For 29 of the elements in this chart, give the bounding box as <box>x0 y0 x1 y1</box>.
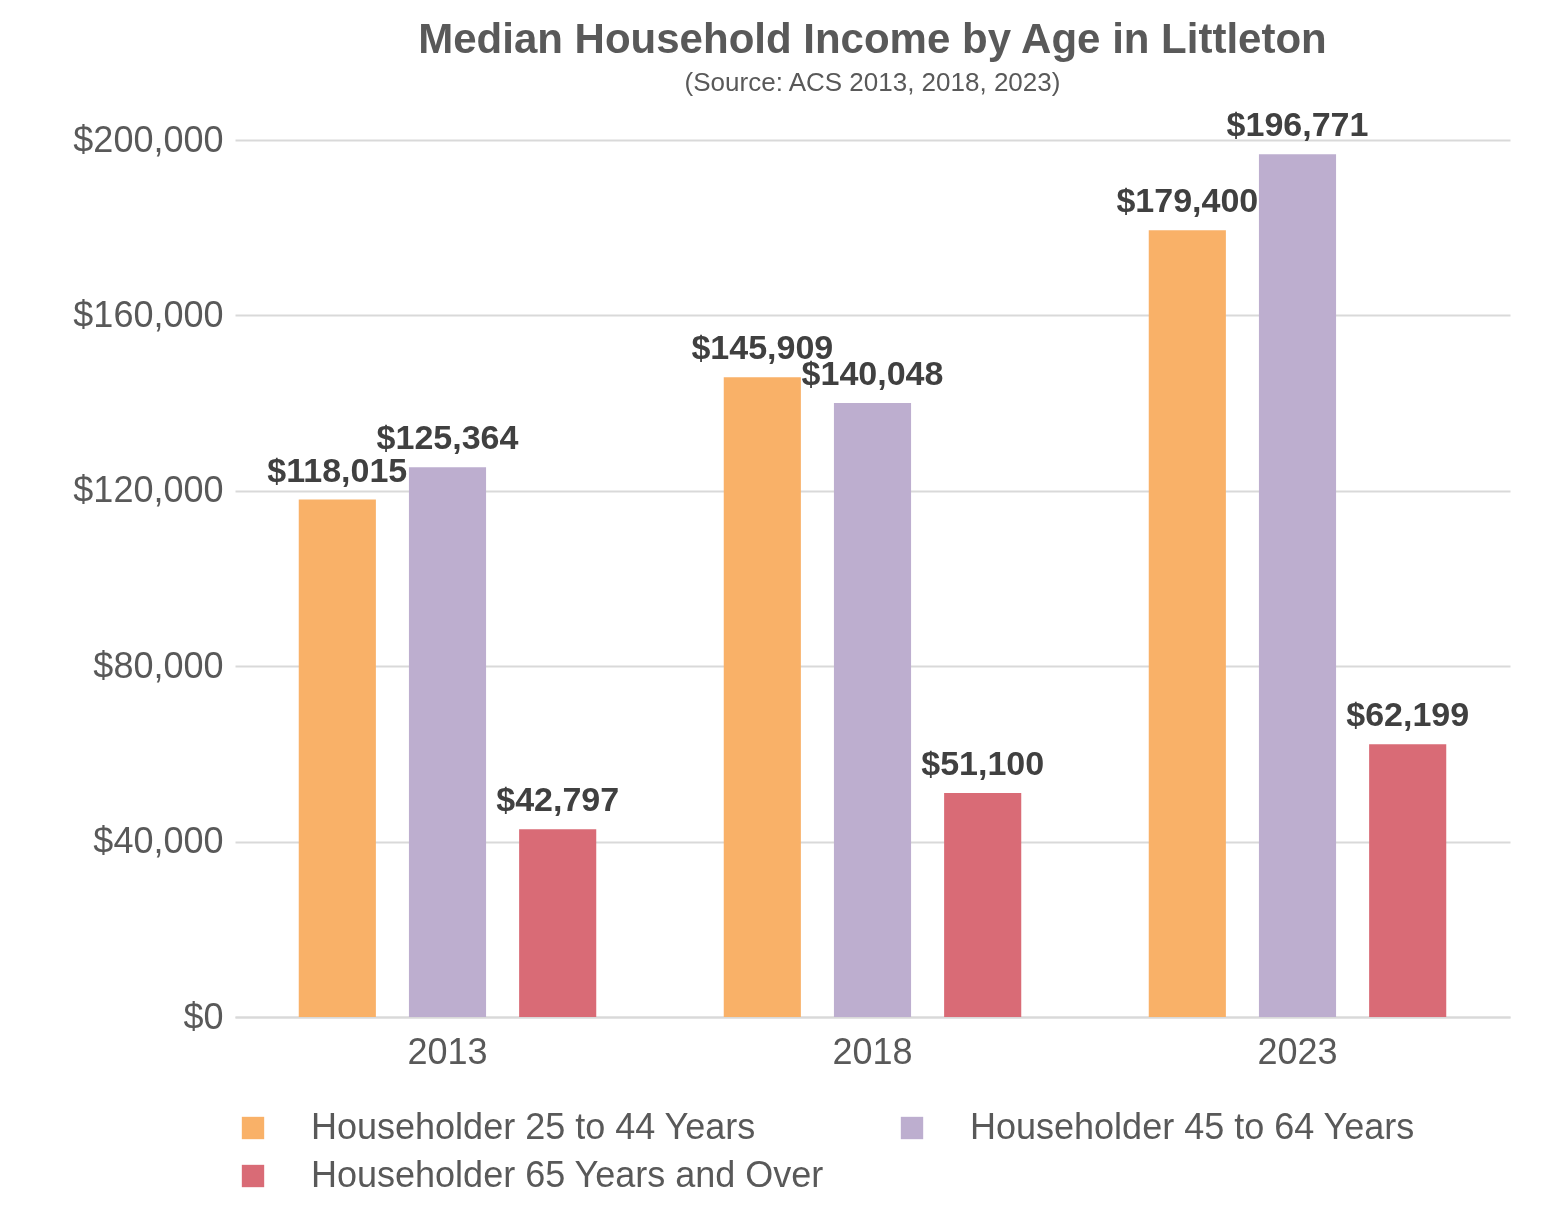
data-label: $51,100 <box>921 743 1045 782</box>
y-tick-label: $0 <box>183 995 224 1037</box>
legend-label: Householder 45 to 64 Years <box>970 1106 1415 1147</box>
bar <box>833 402 912 1017</box>
bar <box>519 829 597 1017</box>
data-label: $179,400 <box>1116 181 1259 220</box>
chart-subtitle: (Source: ACS 2013, 2018, 2023) <box>684 67 1061 98</box>
y-tick-label: $80,000 <box>93 644 224 686</box>
chart-title: Median Household Income by Age in Littleton <box>418 15 1327 63</box>
bar <box>1369 744 1447 1017</box>
y-tick-label: $200,000 <box>73 118 224 160</box>
bar <box>408 467 487 1017</box>
bar <box>723 377 801 1017</box>
y-tick-label: $120,000 <box>73 469 224 511</box>
data-label: $62,199 <box>1346 695 1470 734</box>
legend-label: Householder 25 to 44 Years <box>311 1106 756 1147</box>
data-label: $196,771 <box>1226 105 1369 144</box>
bar <box>298 499 376 1017</box>
legend-label: Householder 65 Years and Over <box>311 1154 824 1195</box>
bar <box>944 792 1022 1017</box>
y-tick-label: $40,000 <box>93 820 224 862</box>
y-tick-label: $160,000 <box>73 293 224 335</box>
x-tick-label: 2018 <box>832 1030 913 1072</box>
data-label: $42,797 <box>496 780 620 819</box>
data-label: $125,364 <box>376 418 519 457</box>
x-tick-label: 2023 <box>1257 1030 1338 1072</box>
bar <box>1148 230 1226 1017</box>
x-tick-label: 2013 <box>407 1030 488 1072</box>
bar <box>1258 154 1337 1017</box>
